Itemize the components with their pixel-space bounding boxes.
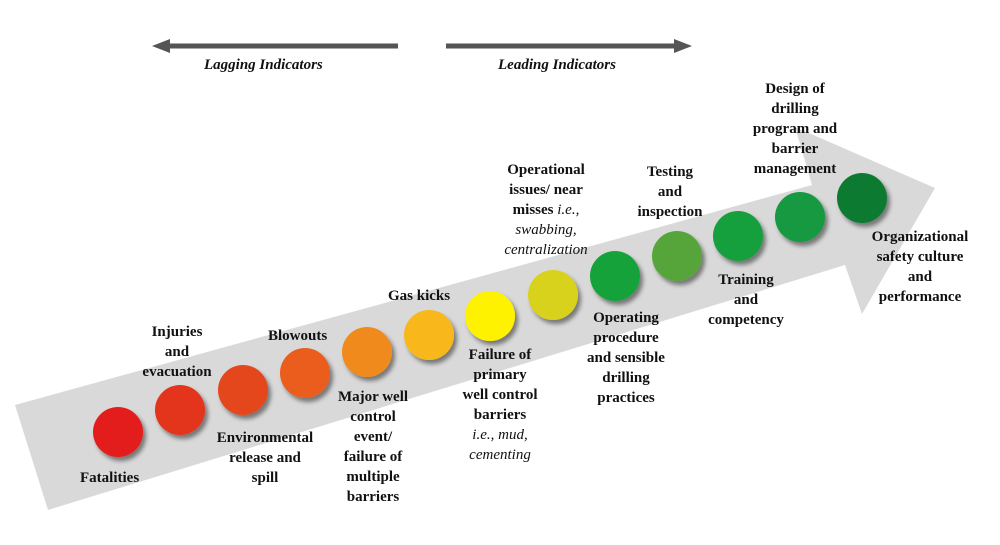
label-environmental: Environmental release and spill xyxy=(216,430,314,486)
label-operational: Operational issues/ near misses i.e., sw… xyxy=(504,162,588,258)
leading-arrow xyxy=(446,39,692,53)
node-environmental xyxy=(218,365,268,415)
node-training xyxy=(713,211,763,261)
node-design xyxy=(775,192,825,242)
label-operating-procedure: Operating procedure and sensible drillin… xyxy=(587,310,665,406)
leading-indicators-label: Leading Indicators xyxy=(498,57,616,73)
node-gas-kicks xyxy=(404,310,454,360)
label-blowouts: Blowouts xyxy=(268,328,328,344)
label-design: Design of drilling program and barrier m… xyxy=(752,81,838,177)
node-failure-primary xyxy=(465,291,515,341)
node-operational xyxy=(528,270,578,320)
label-fatalities: Fatalities xyxy=(80,470,140,486)
node-testing xyxy=(652,231,702,281)
label-injuries: Injuries and evacuation xyxy=(142,324,212,380)
node-fatalities xyxy=(93,407,143,457)
lagging-indicators-label: Lagging Indicators xyxy=(204,57,323,73)
label-culture: Organizational safety culture and perfor… xyxy=(871,229,969,305)
label-testing: Testing and inspection xyxy=(637,164,703,220)
label-failure-primary: Failure of primary well control barriers… xyxy=(462,347,538,463)
lagging-arrow xyxy=(152,39,398,53)
node-culture xyxy=(837,173,887,223)
node-major-well xyxy=(342,327,392,377)
label-gas-kicks: Gas kicks xyxy=(388,288,451,304)
node-blowouts xyxy=(280,348,330,398)
node-injuries xyxy=(155,385,205,435)
label-training: Training and competency xyxy=(708,272,784,328)
label-major-well: Major well control event/ failure of mul… xyxy=(337,389,409,505)
node-operating-procedure xyxy=(590,251,640,301)
